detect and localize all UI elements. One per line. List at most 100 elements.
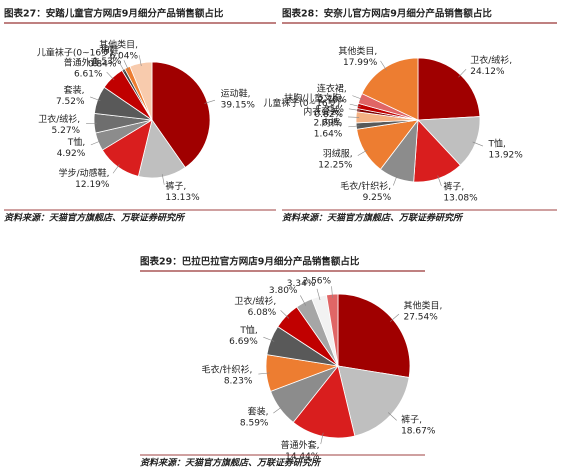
slice-name: 运动鞋, (221, 87, 251, 99)
slice-label: 抹胸/儿童文胸, 1.35% (284, 91, 344, 114)
leader-line (393, 175, 398, 186)
slice-value: 0.84% (88, 59, 117, 69)
leader-line (349, 103, 361, 107)
slice-value: 1.35% (315, 104, 344, 114)
slice-name: 套装, (248, 405, 269, 417)
slice-name: 卫衣/绒衫, (470, 53, 512, 65)
chart-title: 图表28：安奈儿官方网店9月细分产品销售额占比 (282, 8, 492, 20)
leader-line (387, 412, 397, 421)
slice-label: 毛衣/针织衫, 8.23% (202, 363, 253, 386)
slice-value: 1.53% (93, 56, 122, 66)
slice-label: T恤, 13.92% (488, 137, 524, 160)
slice-value: 7.52% (56, 96, 85, 106)
leader-line (90, 140, 102, 146)
slice-name: 羽绒服, (323, 147, 353, 159)
slice-value: 6.61% (74, 69, 103, 79)
slice-name: 内裤, (321, 116, 342, 128)
slice-label: 其他类目, 27.54% (403, 299, 442, 322)
leader-line (348, 125, 360, 128)
slice-name: 连衣裙, (317, 82, 347, 94)
slice-name: 抹胸/儿童文胸, (284, 91, 344, 103)
slice-value: 9.25% (363, 193, 392, 203)
slice-name: 普通外套, (281, 438, 320, 450)
leader-line (119, 62, 126, 73)
slice-value: 17.99% (343, 57, 378, 67)
slice-value: 8.23% (224, 376, 253, 386)
slice-label: 2.56% (302, 276, 331, 286)
slice-name: 其他类目, (99, 38, 138, 50)
slice-value: 14.44% (285, 451, 320, 461)
slice-value: 8.59% (240, 418, 269, 428)
slice-name: 棉鞋, (100, 43, 121, 55)
slice-label: T恤, 4.92% (57, 136, 86, 159)
leader-line (437, 175, 442, 187)
slice-name: T恤, (488, 137, 506, 149)
slice-label: 3.80% (269, 286, 298, 296)
slice-name: 普通外套, (64, 56, 103, 68)
slice-value: 12.19% (75, 180, 110, 190)
slice-name: 裤子, (443, 180, 464, 192)
slice-label: 连衣裙, 2.70% (317, 82, 347, 105)
slice-value: 24.12% (470, 66, 505, 76)
slice-value: 39.15% (221, 100, 256, 110)
slice-label: 裤子, 13.13% (165, 179, 200, 202)
leader-line (472, 141, 484, 147)
slice-value: 13.92% (489, 150, 524, 160)
slice-value: 3.34% (287, 279, 316, 289)
leader-line (90, 96, 101, 102)
slice-name: 其他类目, (338, 44, 377, 56)
leader-line (331, 286, 333, 298)
slice-value: 2.56% (302, 276, 331, 286)
leader-line (112, 164, 120, 174)
slice-label: 套装, 7.52% (56, 83, 85, 106)
slice-label: 内衣套装, 2.89% (303, 105, 342, 128)
leader-line (316, 288, 321, 301)
leader-line (204, 99, 216, 104)
leader-line (300, 295, 307, 306)
slice-name: T恤, (67, 136, 85, 148)
leader-line (273, 406, 283, 414)
slice-label: 毛衣/针织衫, 9.25% (340, 180, 391, 203)
slice-label: 其他类目, 6.04% (99, 38, 138, 61)
slice-label: 学步/动感鞋, 12.19% (59, 167, 110, 190)
slice-name: 套装, (64, 83, 85, 95)
source-note: 资料来源：天猫官方旗舰店、万联证券研究所 (140, 458, 322, 469)
slice-name: 裤子, (401, 413, 422, 425)
slice-name: 其他类目, (403, 299, 442, 311)
slice-name: 卫衣/绒衫, (234, 295, 276, 307)
slice-label: 卫衣/绒衫, 5.27% (38, 113, 80, 136)
slice-value: 3.80% (269, 286, 298, 296)
slice-name: 卫衣/绒衫, (38, 113, 80, 125)
leader-line (106, 71, 115, 81)
slice-label: 裤子, 13.08% (443, 180, 478, 203)
chart-title: 图表27：安踏儿童官方网店9月细分产品销售额占比 (4, 8, 224, 20)
slice-value: 18.67% (401, 426, 436, 436)
slice-name: 儿童袜子(0~16岁), (37, 46, 117, 58)
slice-value: 12.25% (318, 160, 353, 170)
leader-line (320, 432, 324, 445)
leader-line (348, 108, 360, 111)
slice-label: 普通外套, 6.61% (64, 56, 103, 79)
slice-label: 运动鞋, 39.15% (221, 87, 256, 110)
leader-line (389, 313, 400, 322)
slice-value: 6.08% (248, 308, 277, 318)
slice-name: 儿童袜子(0~16岁), (263, 96, 343, 108)
leader-line (258, 372, 270, 375)
leader-line (263, 336, 275, 342)
leader-line (357, 149, 368, 156)
leader-line (352, 95, 363, 100)
slice-value: 2.70% (318, 95, 347, 105)
slice-name: 内衣套装, (303, 105, 342, 117)
slice-label: 3.34% (287, 279, 316, 289)
slice-label: 棉鞋, 1.53% (93, 43, 122, 66)
slice-value: 6.04% (109, 51, 138, 61)
chart-title: 图表29：巴拉巴拉官方网店9月细分产品销售额占比 (140, 256, 360, 268)
slice-name: 毛衣/针织衫, (340, 180, 391, 192)
slice-label: T恤, 6.69% (229, 324, 258, 347)
slice-value: 4.92% (57, 149, 86, 159)
slice-value: 1.64% (314, 129, 343, 139)
slice-name: 裤子, (165, 179, 186, 191)
source-note: 资料来源：天猫官方旗舰店、万联证券研究所 (282, 213, 464, 224)
slice-label: 内裤, 1.64% (314, 116, 343, 139)
